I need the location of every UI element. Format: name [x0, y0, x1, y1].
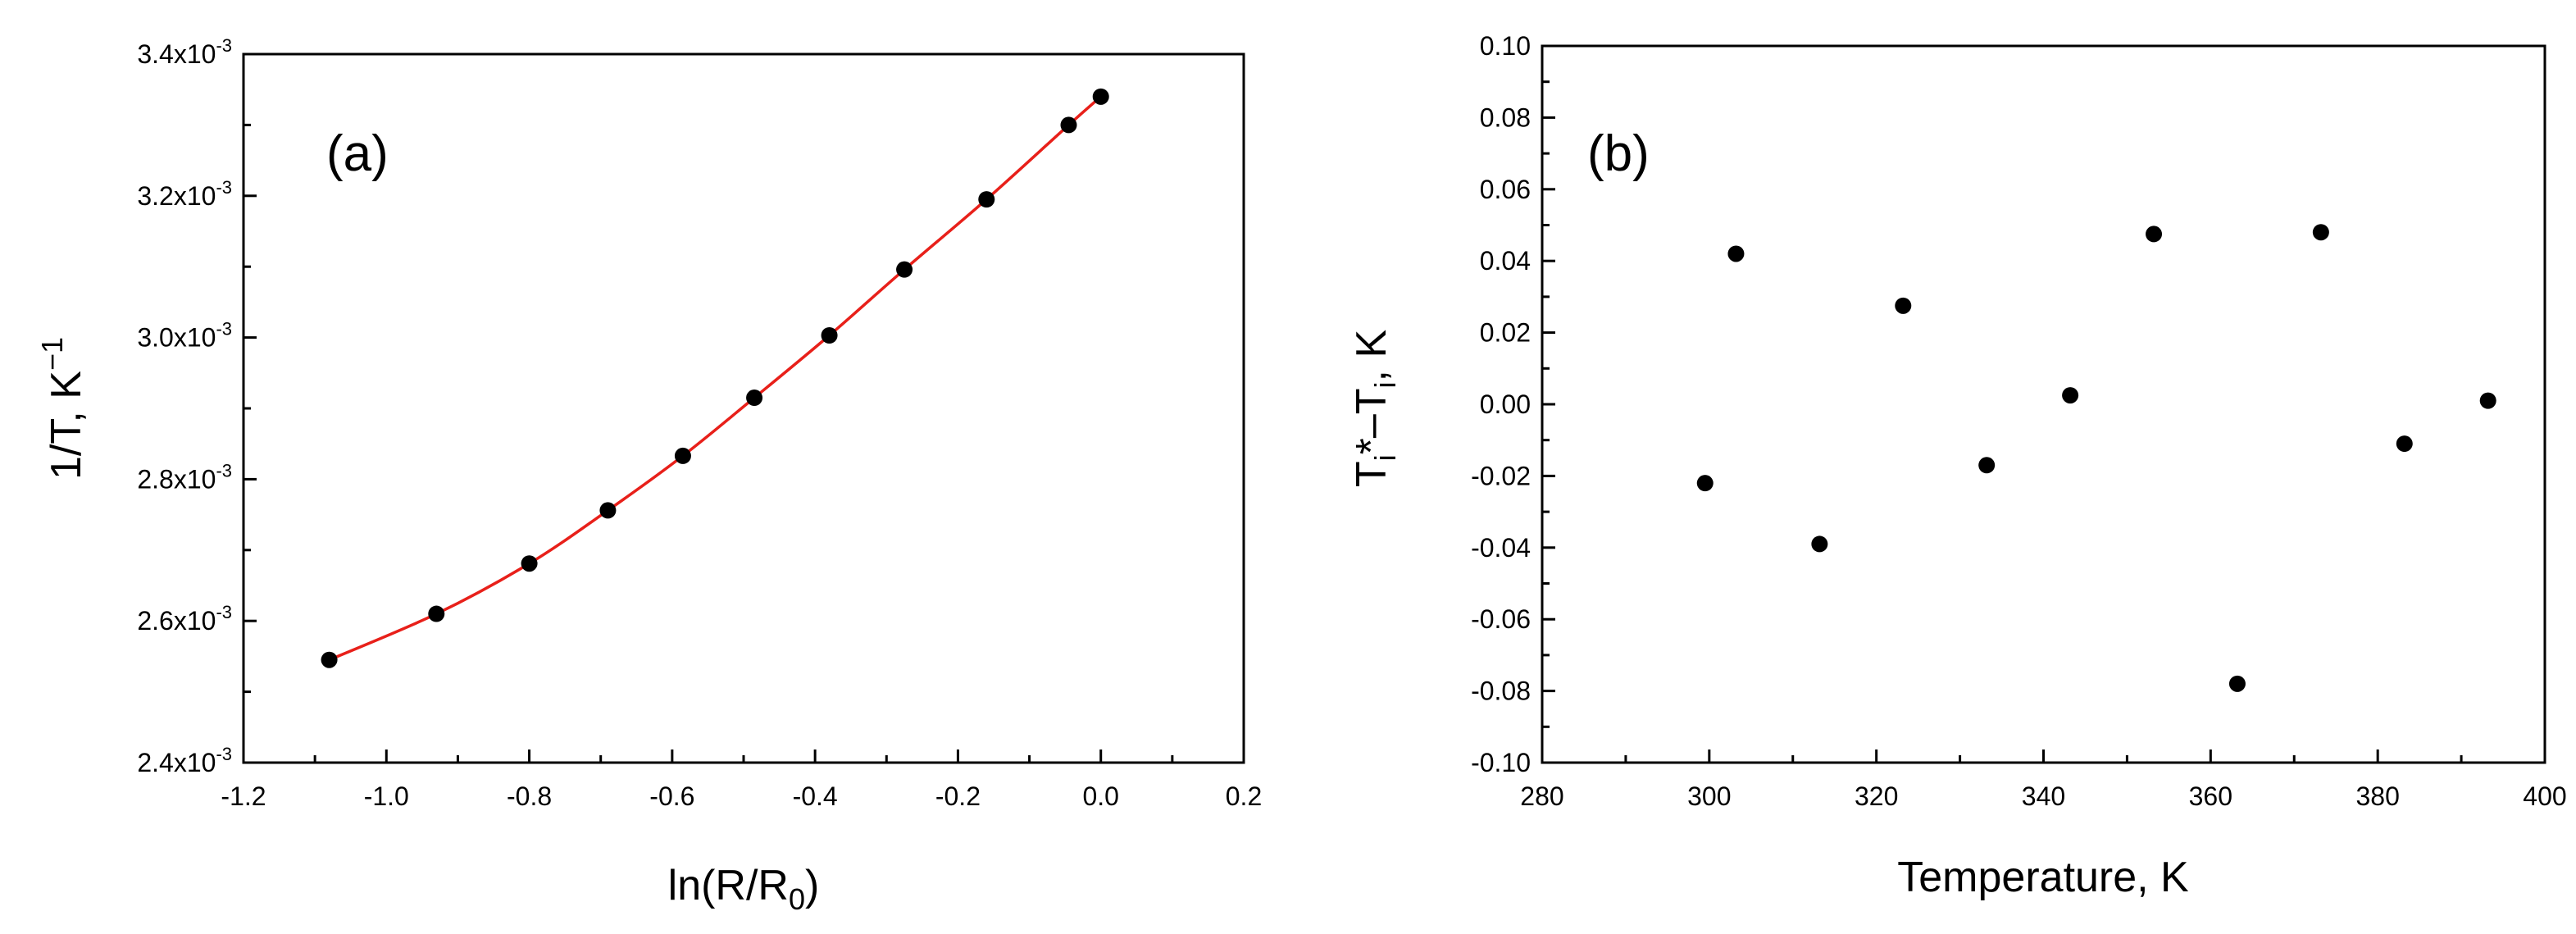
y-tick-label-b: -0.10 [1471, 748, 1531, 777]
y-tick-label-a: 3.2x10-3 [137, 177, 232, 211]
y-tick-label-a: 2.4x10-3 [137, 744, 232, 777]
x-tick-label-b: 380 [2355, 781, 2399, 811]
data-points-a [321, 88, 1109, 668]
y-tick-label-b: -0.02 [1471, 461, 1531, 490]
x-tick-label-a: -0.8 [507, 781, 552, 811]
data-point-a [1060, 116, 1077, 134]
x-tick-label-a: -0.4 [793, 781, 838, 811]
x-tick-label-a: -0.2 [935, 781, 981, 811]
x-tick-label-a: -0.6 [649, 781, 694, 811]
y-tick-label-b: -0.08 [1471, 677, 1531, 706]
data-point-b [2396, 435, 2413, 453]
y-axis-title-a: 1/T, K−1 [35, 337, 90, 480]
x-tick-label-b: 280 [1520, 781, 1563, 811]
x-tick-label-b: 400 [2523, 781, 2566, 811]
data-point-b [1811, 535, 1828, 553]
data-point-a [1092, 88, 1109, 105]
panel-label-b: (b) [1587, 125, 1650, 182]
data-point-a [821, 327, 838, 344]
plot-frame-b [1541, 44, 2546, 764]
fit-line-a [328, 95, 1102, 662]
y-tick-label-a: 3.4x10-3 [137, 35, 232, 69]
data-point-a [674, 447, 691, 464]
x-tick-label-b: 360 [2189, 781, 2232, 811]
y-axis-title-b: Ti*–Ti, K [1348, 330, 1402, 488]
y-tick-label-a: 2.6x10-3 [137, 602, 232, 636]
x-tick-label-b: 300 [1687, 781, 1731, 811]
data-point-a [321, 651, 338, 668]
x-tick-label-a: 0.0 [1082, 781, 1118, 811]
data-point-a [599, 502, 617, 519]
panel-label-a: (a) [326, 125, 389, 182]
y-tick-label-b: 0.06 [1480, 175, 1531, 204]
data-point-b [1978, 457, 1996, 474]
x-tick-label-b: 340 [2022, 781, 2065, 811]
data-point-b [2479, 392, 2496, 409]
data-point-b [2228, 675, 2246, 692]
x-tick-label-a: 0.2 [1226, 781, 1262, 811]
y-tick-label-b: 0.02 [1480, 318, 1531, 348]
y-ticks-a: 2.4x10-3 2.6x10-3 2.8x10-3 3.0x10-3 3.2x10-3… [137, 35, 257, 777]
panel-b: 280 300 320 340 360 380 400 -0.10-0.08-0.06-0.… [1348, 31, 2567, 901]
y-tick-label-b: 0.00 [1480, 390, 1531, 419]
x-ticks-a: -1.2 -1.0 -0.8 -0.6 -0.4 -0.2 0.0 0.2 [221, 749, 1262, 811]
x-tick-label-b: 320 [1855, 781, 1898, 811]
data-point-b [1727, 245, 1745, 262]
data-point-a [746, 390, 763, 407]
y-tick-label-b: -0.04 [1471, 533, 1531, 563]
y-tick-label-b: 0.10 [1480, 31, 1531, 61]
x-axis-title-b: Temperature, K [1897, 854, 2189, 901]
x-axis-title-a-subscript: 0 [789, 882, 805, 916]
data-point-b [1895, 297, 1912, 314]
data-point-a [978, 191, 995, 208]
y-tick-label-a: 2.8x10-3 [137, 460, 232, 494]
data-point-b [2312, 224, 2329, 241]
x-tick-label-a: -1.0 [364, 781, 409, 811]
x-ticks-b: 280 300 320 340 360 380 400 [1520, 749, 2567, 811]
data-point-b [1696, 475, 1714, 492]
y-axis-title-a-superscript: −1 [35, 337, 69, 371]
y-ticks-b: -0.10 -0.08 -0.06 -0.04 -0.02 0.00 0.02 0.04 0.0… [1471, 31, 1555, 777]
y-tick-label-b: -0.06 [1471, 604, 1531, 634]
x-tick-label-a: -1.2 [221, 781, 266, 811]
data-point-a [521, 555, 538, 572]
data-point-a [896, 261, 913, 278]
data-point-b [2062, 387, 2079, 404]
y-tick-label-b: 0.08 [1480, 103, 1531, 132]
data-point-a [428, 605, 445, 622]
x-axis-title-a: ln(R/R0) [668, 862, 820, 916]
panel-a: -1.2 -1.0 -0.8 -0.6 -0.4 -0.2 0.0 0.2 2.4x10-32… [35, 35, 1262, 916]
y-tick-label-b: 0.04 [1480, 246, 1531, 276]
data-point-b [2146, 226, 2163, 243]
y-tick-label-a: 3.0x10-3 [137, 319, 232, 353]
fit-curve-a [328, 95, 1102, 662]
data-points-b [1696, 224, 2496, 692]
